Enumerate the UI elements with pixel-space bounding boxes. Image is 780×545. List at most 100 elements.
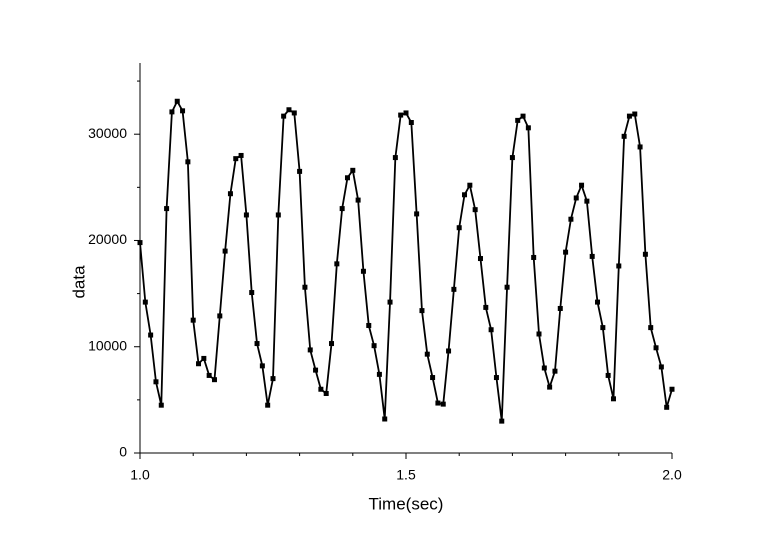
data-point — [430, 375, 436, 381]
data-point — [653, 345, 659, 351]
data-point — [355, 197, 361, 203]
data-point — [520, 113, 526, 119]
data-point — [211, 377, 217, 383]
data-point — [563, 249, 569, 255]
data-point — [557, 305, 563, 311]
data-point — [579, 182, 585, 188]
data-point — [259, 363, 265, 369]
data-point — [392, 155, 398, 161]
data-point — [270, 376, 276, 382]
data-point — [265, 402, 271, 408]
data-point — [605, 372, 611, 378]
x-tick-label: 1.5 — [396, 467, 416, 483]
data-point — [547, 384, 553, 390]
data-point — [313, 367, 319, 373]
data-point — [174, 98, 180, 104]
y-tick-label: 10000 — [88, 337, 127, 353]
data-point — [414, 211, 420, 217]
data-point — [142, 299, 148, 305]
data-point — [483, 304, 489, 310]
data-point — [419, 308, 425, 314]
x-tick-label: 1.0 — [130, 467, 150, 483]
data-point — [642, 251, 648, 257]
data-line — [139, 100, 673, 423]
data-point — [456, 225, 462, 231]
data-point — [632, 111, 638, 117]
data-point — [307, 347, 313, 353]
data-point — [222, 248, 228, 254]
data-point — [329, 341, 335, 347]
data-point — [302, 284, 308, 290]
data-point — [339, 206, 345, 212]
data-point — [281, 113, 287, 119]
data-point — [621, 133, 627, 139]
data-point — [424, 351, 430, 357]
data-point — [376, 371, 382, 377]
data-point — [243, 212, 249, 218]
data-point — [488, 327, 494, 333]
data-point — [637, 144, 643, 150]
x-tick-label: 2.0 — [662, 467, 682, 483]
data-point — [600, 325, 606, 331]
data-point — [227, 191, 233, 197]
data-point — [472, 207, 478, 213]
data-point — [249, 290, 255, 296]
data-point — [169, 109, 175, 115]
data-point — [477, 256, 483, 262]
data-point — [206, 372, 212, 378]
data-point — [403, 110, 409, 116]
data-point — [366, 322, 372, 328]
data-point — [185, 159, 191, 165]
data-point — [589, 253, 595, 259]
data-point — [201, 355, 207, 361]
y-tick-label: 20000 — [88, 231, 127, 247]
data-point — [233, 156, 239, 162]
data-point — [398, 112, 404, 118]
y-axis-label: data — [69, 265, 88, 299]
data-point — [148, 332, 154, 338]
data-point — [382, 416, 388, 422]
data-point — [493, 375, 499, 381]
y-tick-label: 30000 — [88, 125, 127, 141]
data-point — [536, 331, 542, 337]
data-point — [153, 379, 159, 385]
data-point — [499, 418, 505, 424]
data-point — [509, 155, 515, 161]
data-point — [451, 286, 457, 292]
data-point — [350, 167, 356, 173]
data-point — [158, 402, 164, 408]
data-point — [297, 168, 303, 174]
data-point — [254, 341, 260, 347]
data-point — [334, 261, 340, 267]
data-point — [616, 263, 622, 269]
x-axis-label: Time(sec) — [369, 494, 444, 513]
data-point — [669, 386, 675, 392]
data-point — [360, 268, 366, 274]
data-point — [552, 368, 558, 374]
data-point — [467, 182, 473, 188]
data-point — [371, 343, 377, 349]
data-point — [504, 284, 510, 290]
data-point — [435, 400, 441, 406]
data-point — [408, 120, 414, 126]
data-point — [664, 404, 670, 410]
data-point — [541, 365, 547, 371]
data-point — [584, 198, 590, 204]
data-point — [387, 299, 393, 305]
data-point — [525, 125, 531, 131]
data-point — [626, 113, 632, 119]
data-point — [462, 192, 468, 198]
data-point — [291, 110, 297, 116]
data-point — [238, 152, 244, 158]
data-point — [648, 325, 654, 331]
data-point — [515, 117, 521, 123]
data-point — [610, 396, 616, 402]
data-point — [440, 401, 446, 407]
data-point — [164, 206, 170, 212]
data-point — [531, 254, 537, 260]
data-point — [137, 240, 143, 246]
data-point — [190, 317, 196, 323]
data-point — [286, 107, 292, 113]
data-point — [217, 313, 223, 319]
data-point — [323, 390, 329, 396]
